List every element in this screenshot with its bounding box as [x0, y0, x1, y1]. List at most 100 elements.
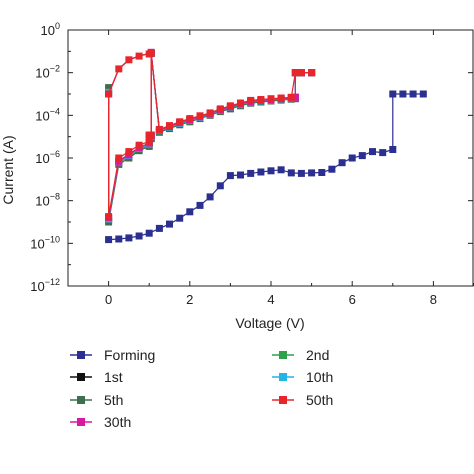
- x-tick-label: 0: [105, 292, 112, 307]
- legend-item-30th: 30th: [70, 414, 131, 430]
- series-line: [108, 52, 312, 218]
- legend-item-5th: 5th: [70, 392, 123, 408]
- legend-item-1st: 1st: [70, 369, 123, 385]
- data-point: [135, 232, 143, 240]
- legend-item-50th: 50th: [272, 392, 333, 408]
- legend-label: 30th: [104, 414, 131, 430]
- data-point: [287, 93, 295, 101]
- y-tick-label: 100: [41, 21, 60, 38]
- y-axis-label: Current (A): [0, 135, 16, 204]
- data-point: [216, 105, 224, 113]
- data-point: [277, 166, 285, 174]
- data-point: [125, 56, 133, 64]
- legend-item-forming: Forming: [70, 347, 155, 363]
- data-point: [389, 90, 397, 98]
- data-point: [247, 169, 255, 177]
- data-point: [115, 235, 123, 243]
- y-tick-label: 10−4: [35, 106, 60, 123]
- legend: Forming 1st 5th 30th 2nd 10th 50th: [70, 347, 333, 430]
- data-point: [328, 165, 336, 173]
- data-point: [145, 50, 153, 58]
- data-point: [348, 154, 356, 162]
- data-point: [291, 69, 299, 77]
- plot-axes: 0 2 4 6 8 10−12 10−10 10−8 10−6 10−4 10−2 100: [30, 21, 474, 307]
- series-forming: [105, 90, 427, 244]
- series-line: [108, 93, 424, 241]
- data-point: [115, 65, 123, 73]
- data-point: [338, 159, 346, 167]
- data-point: [237, 99, 244, 107]
- data-point: [105, 90, 113, 98]
- data-point: [135, 52, 143, 60]
- data-point: [155, 224, 163, 232]
- data-point: [125, 148, 133, 156]
- data-point: [145, 137, 153, 145]
- legend-marker: [77, 351, 85, 359]
- legend-marker: [77, 396, 85, 404]
- data-point: [419, 90, 427, 98]
- legend-label: 5th: [104, 392, 123, 408]
- data-point: [105, 213, 113, 221]
- legend-label: 10th: [306, 369, 333, 385]
- data-point: [155, 125, 163, 133]
- data-point: [257, 168, 265, 176]
- data-point: [176, 214, 184, 222]
- x-tick-label: 6: [349, 292, 356, 307]
- data-point: [297, 169, 305, 177]
- y-tick-label: 10−8: [35, 192, 60, 209]
- x-tick-label: 8: [430, 292, 437, 307]
- data-point: [166, 220, 173, 228]
- legend-item-10th: 10th: [272, 369, 333, 385]
- data-point: [196, 112, 204, 120]
- data-point: [216, 182, 224, 190]
- y-tick-label: 10−10: [30, 234, 60, 251]
- data-point: [257, 96, 265, 103]
- x-tick-label: 4: [267, 292, 274, 307]
- data-point: [135, 141, 143, 149]
- data-point: [291, 93, 299, 101]
- data-point: [369, 148, 376, 156]
- data-point: [147, 131, 155, 139]
- legend-item-2nd: 2nd: [272, 347, 329, 363]
- legend-label: Forming: [104, 347, 155, 363]
- data-point: [125, 234, 133, 242]
- legend-marker: [279, 351, 287, 359]
- data-point: [267, 95, 275, 103]
- data-point: [206, 109, 214, 117]
- legend-marker: [77, 373, 85, 381]
- data-point: [186, 115, 194, 123]
- data-point: [308, 69, 316, 77]
- y-tick-label: 10−2: [35, 64, 60, 81]
- legend-marker: [77, 418, 85, 426]
- data-point: [237, 171, 244, 179]
- series-line: [108, 53, 312, 217]
- data-point: [176, 118, 184, 126]
- data-point: [226, 102, 234, 110]
- data-point: [277, 94, 285, 102]
- data-point: [287, 169, 295, 177]
- data-point: [196, 201, 204, 209]
- data-point: [145, 229, 153, 237]
- data-point: [267, 167, 275, 175]
- legend-marker: [279, 373, 287, 381]
- chart-marks: [105, 48, 427, 244]
- data-point: [358, 152, 366, 160]
- series-50th: [105, 49, 316, 221]
- legend-label: 1st: [104, 369, 123, 385]
- data-point: [399, 90, 407, 98]
- x-axis-label: Voltage (V): [235, 315, 304, 331]
- data-point: [166, 122, 173, 130]
- data-point: [379, 149, 387, 157]
- data-point: [105, 84, 113, 92]
- y-tick-label: 10−12: [30, 277, 60, 294]
- legend-label: 50th: [306, 392, 333, 408]
- data-point: [226, 172, 234, 180]
- data-point: [409, 90, 417, 98]
- data-point: [297, 69, 305, 77]
- data-point: [115, 154, 123, 162]
- data-point: [308, 169, 316, 177]
- data-point: [105, 236, 113, 244]
- data-point: [318, 169, 326, 176]
- data-point: [186, 208, 194, 216]
